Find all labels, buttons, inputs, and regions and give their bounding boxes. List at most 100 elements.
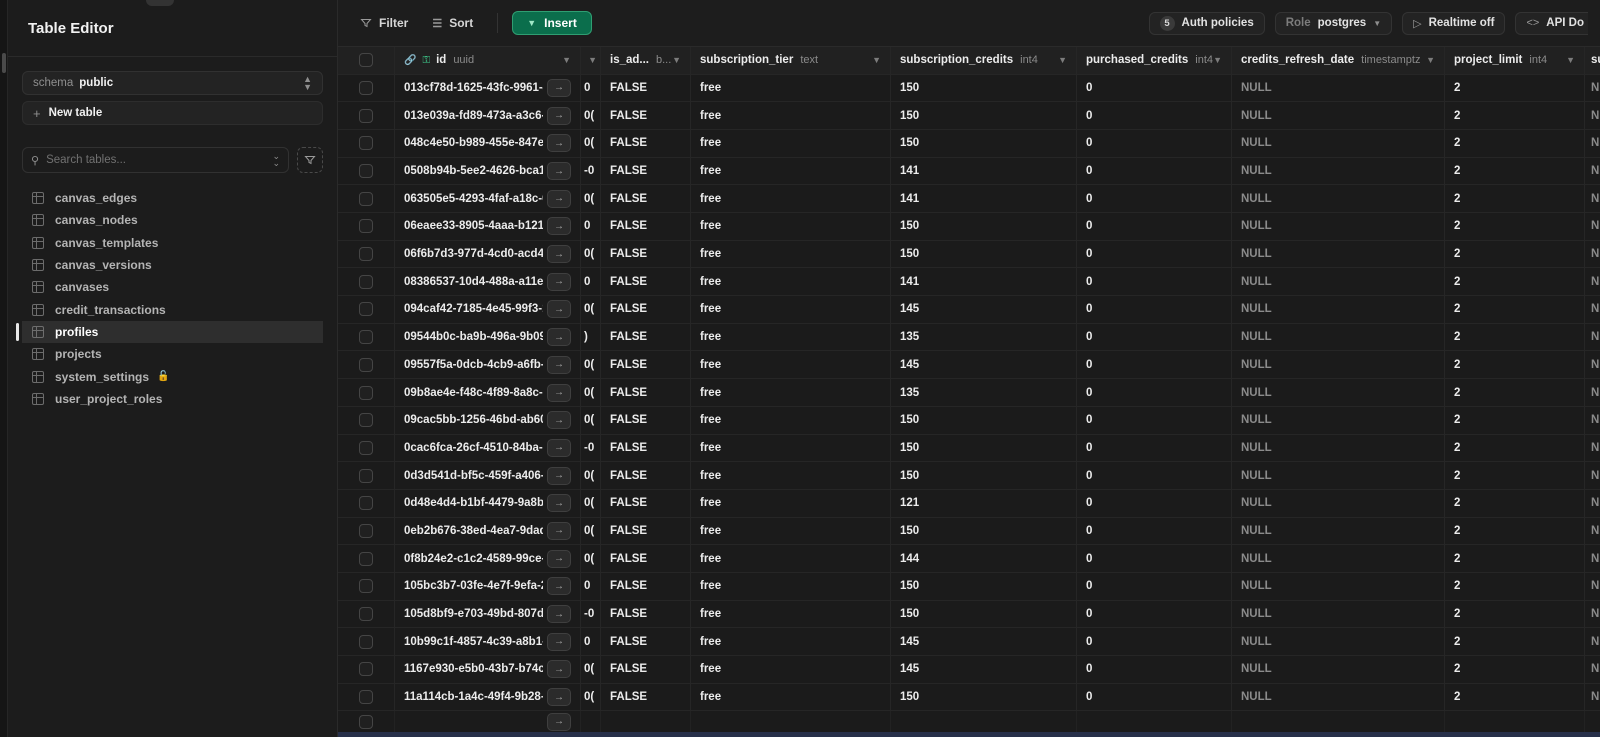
row-checkbox[interactable] xyxy=(359,607,373,621)
purchased-credits-cell[interactable]: 0 xyxy=(1077,351,1232,379)
is-admin-cell[interactable]: FALSE xyxy=(601,572,691,600)
sidebar-item-projects[interactable]: projects 🔓 xyxy=(22,343,323,365)
column-header-project-limit[interactable]: project_limit int4 ▼ xyxy=(1445,47,1585,74)
expand-row-button[interactable]: → xyxy=(547,660,571,679)
project-limit-cell[interactable]: 2 xyxy=(1445,683,1585,711)
id-cell[interactable]: 0d3d541d-bf5c-459f-a406-16b93... → xyxy=(395,462,581,489)
subscription-tier-cell[interactable]: free xyxy=(691,572,891,600)
expand-row-button[interactable]: → xyxy=(547,272,571,291)
credits-refresh-date-cell[interactable]: NULL xyxy=(1232,406,1445,434)
expand-row-button[interactable]: → xyxy=(547,162,571,180)
su-cell[interactable]: N xyxy=(1585,379,1600,406)
column-header-clipped[interactable]: ▼ xyxy=(581,47,601,74)
table-row[interactable]: 013cf78d-1625-43fc-9961-442189... → 0 FA… xyxy=(338,74,1600,103)
row-checkbox[interactable] xyxy=(359,385,373,400)
project-limit-cell[interactable]: 2 xyxy=(1445,213,1585,240)
subscription-tier-cell[interactable]: free xyxy=(691,545,891,572)
subscription-tier-cell[interactable]: free xyxy=(691,213,891,240)
purchased-credits-cell[interactable]: 0 xyxy=(1077,129,1232,157)
is-admin-cell[interactable]: FALSE xyxy=(601,683,691,711)
clipped-cell[interactable]: 0( xyxy=(581,185,601,213)
id-cell[interactable]: 0eb2b676-38ed-4ea7-9dad-38e6... → xyxy=(395,517,581,545)
credits-refresh-date-cell[interactable]: NULL xyxy=(1232,351,1445,379)
clipped-cell[interactable]: -0 xyxy=(581,157,601,185)
su-cell[interactable]: N xyxy=(1585,684,1600,711)
chevron-down-icon[interactable]: ▼ xyxy=(1058,55,1067,66)
project-limit-cell[interactable]: 2 xyxy=(1445,434,1585,462)
id-cell[interactable]: 09544b0c-ba9b-496a-9b09-244... → xyxy=(395,323,581,351)
table-row[interactable]: 0cac6fca-26cf-4510-84ba-c4580... → -0 FA… xyxy=(338,434,1600,463)
project-limit-cell[interactable]: 2 xyxy=(1445,296,1585,323)
expand-row-button[interactable]: → xyxy=(547,549,571,568)
table-row[interactable]: 11a114cb-1a4c-49f4-9b28-52219ec... → 0( … xyxy=(338,683,1600,712)
id-cell[interactable]: 0f8b24e2-c1c2-4589-99ce-2c52d... → xyxy=(395,545,581,572)
clipped-cell[interactable]: 0( xyxy=(581,656,601,683)
clipped-cell[interactable]: 0( xyxy=(581,545,601,572)
subscription-tier-cell[interactable]: free xyxy=(691,462,891,489)
id-cell[interactable]: 09557f5a-0dcb-4cb9-a6fb-fff366... → xyxy=(395,351,581,379)
su-cell[interactable]: N xyxy=(1585,296,1600,323)
purchased-credits-cell[interactable]: 0 xyxy=(1077,683,1232,711)
insert-button[interactable]: ▼ Insert xyxy=(512,11,592,35)
table-row[interactable]: 0f8b24e2-c1c2-4589-99ce-2c52d... → 0( FA… xyxy=(338,545,1600,573)
expand-row-button[interactable]: → xyxy=(547,688,571,707)
su-cell[interactable]: N xyxy=(1585,241,1600,268)
subscription-tier-cell[interactable]: free xyxy=(691,351,891,379)
chevron-down-icon[interactable]: ▼ xyxy=(1426,55,1435,66)
row-checkbox[interactable] xyxy=(359,413,373,428)
sidebar-item-profiles[interactable]: profiles 🔓 xyxy=(16,320,323,344)
is-admin-cell[interactable]: FALSE xyxy=(601,517,691,545)
expand-row-button[interactable]: → xyxy=(547,438,571,457)
id-cell[interactable]: 06eaee33-8905-4aaa-b121-ab552... → xyxy=(395,213,581,240)
id-cell[interactable]: 094caf42-7185-4e45-99f3-14abee... → xyxy=(395,296,581,323)
search-tables-box[interactable]: ⚲ ⌄⌄ xyxy=(22,147,289,173)
sidebar-item-user_project_roles[interactable]: user_project_roles 🔓 xyxy=(22,388,323,410)
id-cell[interactable]: 048c4e50-b989-455e-847e-fb2f... → xyxy=(395,129,581,157)
table-row[interactable]: 0d48e4d4-b1bf-4479-9a8b-4a4b... → 0( FAL… xyxy=(338,489,1600,518)
clipped-cell[interactable]: 0( xyxy=(581,379,601,406)
project-limit-cell[interactable]: 2 xyxy=(1445,545,1585,572)
purchased-credits-cell[interactable]: 0 xyxy=(1077,379,1232,406)
purchased-credits-cell[interactable]: 0 xyxy=(1077,628,1232,656)
su-cell[interactable]: N xyxy=(1585,351,1600,378)
purchased-credits-cell[interactable]: 0 xyxy=(1077,102,1232,129)
subscription-tier-cell[interactable]: free xyxy=(691,406,891,434)
row-checkbox[interactable] xyxy=(359,551,373,566)
credits-refresh-date-cell[interactable]: NULL xyxy=(1232,628,1445,656)
realtime-toggle-button[interactable]: ▷ Realtime off xyxy=(1402,11,1506,35)
subscription-credits-cell[interactable]: 150 xyxy=(891,240,1077,268)
id-cell[interactable]: 09cac5bb-1256-46bd-ab60-64ed... → xyxy=(395,406,581,434)
is-admin-cell[interactable]: FALSE xyxy=(601,545,691,572)
is-admin-cell[interactable]: FALSE xyxy=(601,434,691,462)
chevron-down-icon[interactable]: ▼ xyxy=(1213,55,1222,66)
subscription-credits-cell[interactable]: 150 xyxy=(891,683,1077,711)
id-cell[interactable]: 08386537-10d4-488a-a11e-eb5a6... → xyxy=(395,268,581,296)
table-row[interactable]: 063505e5-4293-4faf-a18c-0e65b... → 0( FA… xyxy=(338,185,1600,214)
is-admin-cell[interactable]: FALSE xyxy=(601,600,691,628)
subscription-tier-cell[interactable]: free xyxy=(691,296,891,323)
su-cell[interactable]: N xyxy=(1585,462,1600,489)
su-cell[interactable]: N xyxy=(1585,158,1600,185)
row-checkbox[interactable] xyxy=(359,302,373,317)
subscription-credits-cell[interactable]: 150 xyxy=(891,434,1077,462)
expand-row-button[interactable]: → xyxy=(547,106,571,125)
subscription-tier-cell[interactable]: free xyxy=(691,628,891,656)
credits-refresh-date-cell[interactable]: NULL xyxy=(1232,379,1445,406)
row-checkbox[interactable] xyxy=(359,191,373,206)
is-admin-cell[interactable]: FALSE xyxy=(601,489,691,517)
row-checkbox[interactable] xyxy=(359,357,373,372)
column-header-id[interactable]: 🔗 ⚿ id uuid ▼ xyxy=(395,47,581,74)
is-admin-cell[interactable]: FALSE xyxy=(601,157,691,185)
credits-refresh-date-cell[interactable]: NULL xyxy=(1232,489,1445,517)
id-cell[interactable]: 10b99c1f-4857-4c39-a8b1-263b8... → xyxy=(395,628,581,656)
id-cell[interactable]: 0d48e4d4-b1bf-4479-9a8b-4a4b... → xyxy=(395,489,581,517)
expand-row-button[interactable]: → xyxy=(547,605,571,623)
rail-scroll-thumb[interactable] xyxy=(2,53,6,73)
subscription-credits-cell[interactable]: 150 xyxy=(891,406,1077,434)
role-select-button[interactable]: Role postgres ▼ xyxy=(1274,11,1393,35)
is-admin-cell[interactable]: FALSE xyxy=(601,185,691,213)
table-row[interactable]: 0eb2b676-38ed-4ea7-9dad-38e6... → 0( FAL… xyxy=(338,517,1600,546)
credits-refresh-date-cell[interactable]: NULL xyxy=(1232,683,1445,711)
subscription-credits-cell[interactable]: 145 xyxy=(891,628,1077,656)
sidebar-item-credit_transactions[interactable]: credit_transactions 🔓 xyxy=(22,298,323,320)
